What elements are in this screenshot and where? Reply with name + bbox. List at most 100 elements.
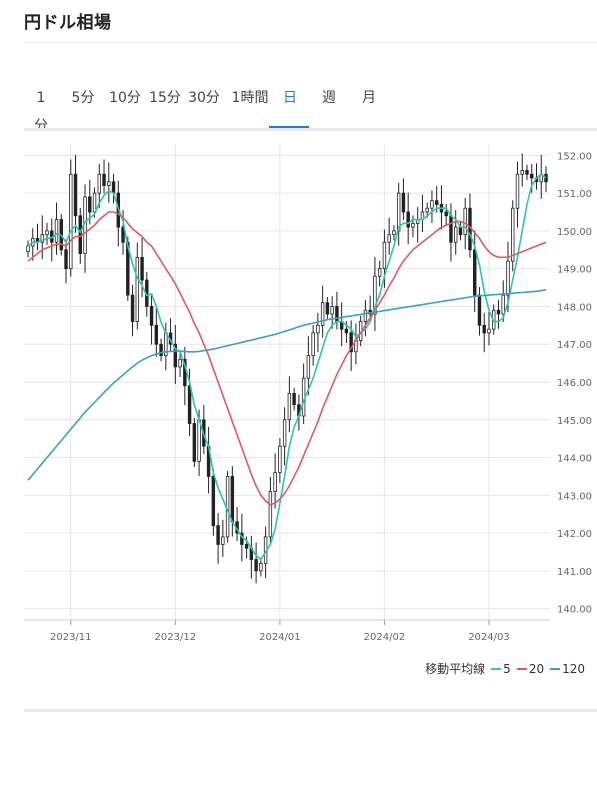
candle-body: [430, 200, 434, 209]
candle-body: [392, 230, 396, 236]
tab-day[interactable]: 日: [283, 90, 297, 106]
candle-body: [192, 423, 197, 462]
y-tick-label: 148.00: [557, 302, 592, 313]
y-tick-label: 143.00: [557, 491, 592, 502]
candle-body: [154, 324, 159, 345]
ma-legend: 移動平均線 5 20 120: [425, 660, 585, 677]
candle-body: [444, 211, 448, 217]
page-title: 円ドル相場: [24, 13, 112, 33]
candle-body: [506, 260, 510, 296]
x-tick-label: 2023/12: [155, 632, 197, 643]
ma120-swatch-icon: [550, 668, 561, 670]
ma-20-line: [27, 211, 547, 506]
candle-body: [349, 332, 353, 353]
candle-body: [530, 173, 534, 179]
legend-ma20: 20: [516, 661, 545, 676]
x-tick-label: 2023/11: [50, 632, 92, 643]
tab-month[interactable]: 月: [362, 90, 376, 106]
candle-body: [244, 544, 249, 549]
candle-body: [178, 358, 182, 368]
candle-body: [121, 226, 125, 243]
candle-body: [311, 332, 315, 356]
candle-body: [320, 302, 325, 326]
candle-body: [88, 196, 92, 213]
candle-body: [515, 173, 520, 209]
active-tab-indicator: [269, 126, 309, 129]
candle-body: [306, 355, 311, 379]
candle-body: [54, 219, 59, 243]
tab-30min[interactable]: 30分: [188, 90, 220, 106]
candle-body: [287, 392, 292, 421]
candle-body: [453, 226, 458, 243]
y-tick-label: 142.00: [557, 529, 592, 540]
timeframe-tabs: 1分 5分 10分 15分 30分 1時間 日 週 月: [24, 84, 597, 134]
header-divider: [24, 42, 597, 43]
candle-body: [335, 306, 339, 322]
candle-body: [64, 249, 68, 270]
legend-ma120-label: 120: [562, 661, 585, 676]
candle-body: [149, 306, 154, 326]
tab-5min[interactable]: 5分: [71, 90, 95, 106]
x-tick-label: 2024/03: [468, 632, 510, 643]
candle-body: [325, 302, 330, 315]
legend-ma5: 5: [491, 662, 511, 676]
y-tick-label: 145.00: [557, 416, 592, 427]
candle-body: [187, 385, 192, 424]
y-tick-label: 152.00: [557, 151, 592, 162]
ma20-swatch-icon: [516, 668, 527, 670]
y-tick-label: 140.00: [557, 605, 592, 616]
y-tick-label: 149.00: [557, 265, 592, 276]
candle-body: [92, 192, 97, 213]
candle-body: [111, 181, 116, 194]
candle-body: [344, 328, 349, 334]
candlestick-chart[interactable]: 152.00 151.00 150.00 149.00 148.00 147.00 146.…: [0, 132, 597, 647]
candle-body: [463, 207, 467, 236]
tab-15min[interactable]: 15分: [149, 90, 181, 106]
candle-body: [401, 192, 406, 213]
candle-body: [482, 324, 486, 334]
ma-120-line: [27, 289, 547, 481]
candle-body: [373, 275, 377, 315]
candle-body: [140, 256, 144, 281]
candle-body: [259, 562, 263, 572]
candle-body: [278, 445, 282, 474]
legend-ma20-label: 20: [528, 661, 545, 676]
y-tick-label: 150.00: [557, 227, 592, 238]
candle-body: [425, 207, 429, 213]
tab-week[interactable]: 週: [322, 90, 336, 106]
candle-body: [316, 324, 320, 334]
legend-ma120: 120: [550, 662, 585, 676]
candle-body: [511, 207, 515, 262]
legend-ma5-label: 5: [503, 661, 511, 676]
candle-body: [282, 419, 287, 447]
candle-body: [487, 328, 491, 334]
candle-body: [97, 173, 101, 194]
candle-body: [102, 173, 106, 186]
candle-body: [26, 245, 30, 253]
candle-body: [230, 476, 235, 523]
candle-body: [377, 268, 382, 277]
tab-1hour[interactable]: 1時間: [231, 90, 269, 106]
footer-divider: [24, 709, 597, 712]
tab-1min[interactable]: 1分: [34, 90, 48, 134]
candle-body: [363, 309, 368, 322]
candle-body: [292, 392, 296, 406]
candle-body: [254, 559, 258, 572]
y-tick-label: 141.00: [557, 567, 592, 578]
candle-body: [387, 234, 391, 243]
candle-body: [458, 226, 463, 236]
candle-body: [40, 234, 44, 243]
candle-body: [382, 241, 387, 270]
candle-body: [520, 170, 524, 175]
candle-body: [211, 476, 216, 526]
y-tick-label: 147.00: [557, 340, 592, 351]
candle-body: [449, 215, 453, 243]
x-tick-label: 2024/01: [259, 632, 301, 643]
candle-body: [159, 343, 163, 356]
candle-body: [396, 192, 401, 232]
candle-body: [406, 211, 410, 228]
y-tick-label: 144.00: [557, 454, 592, 465]
y-tick-label: 151.00: [557, 189, 592, 200]
candle-body: [496, 309, 501, 315]
tab-10min[interactable]: 10分: [109, 90, 141, 106]
